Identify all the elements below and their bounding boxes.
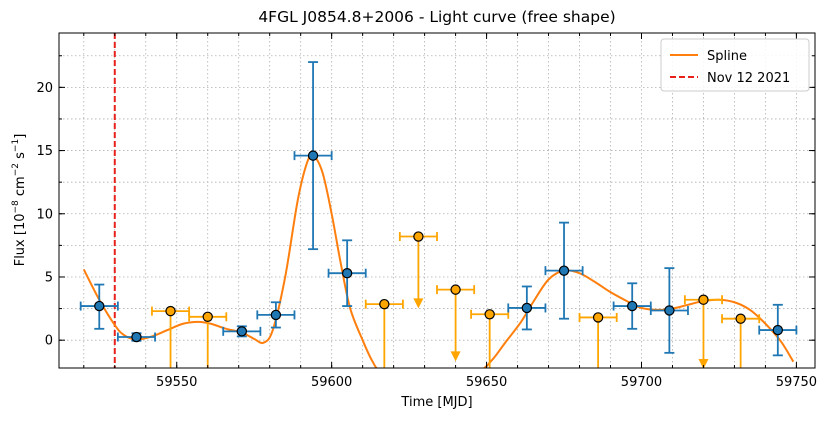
y-axis-title: Flux [10−8 cm−2 s−1] <box>11 134 28 267</box>
upper-limit-marker <box>698 294 709 305</box>
upper-limit-marker <box>592 312 604 323</box>
detection-point <box>612 282 652 330</box>
detection-marker <box>307 150 319 161</box>
y-axis-title-exp1: −8 <box>11 200 21 214</box>
y-axis-title-mid: cm <box>13 176 28 200</box>
detection-point <box>649 267 689 354</box>
detection-marker <box>270 309 282 321</box>
x-tick-label: 59750 <box>776 375 817 390</box>
detection-marker <box>94 300 105 312</box>
y-axis-title-mid2: s <box>13 152 28 163</box>
x-tick-label: 59700 <box>621 375 662 390</box>
detections-group <box>79 61 798 357</box>
upper-limit-marker <box>413 231 424 242</box>
upper-limit-point <box>578 312 618 368</box>
detection-marker <box>772 324 784 336</box>
upper-limit-marker <box>484 309 495 320</box>
detection-point <box>222 325 262 338</box>
y-tick-label: 5 <box>45 270 53 285</box>
upper-limit-marker <box>165 305 176 317</box>
plot-frame <box>58 32 816 369</box>
detection-point <box>758 303 798 357</box>
axis-ticks <box>59 33 815 368</box>
upper-limit-point <box>683 294 723 368</box>
y-axis-title-main: Flux [10 <box>13 214 28 267</box>
spline-line <box>82 154 795 368</box>
detection-marker <box>558 265 570 276</box>
y-tick-label: 0 <box>45 334 53 349</box>
upper-limit-point <box>398 231 438 309</box>
x-tick-label: 59600 <box>311 375 352 390</box>
x-tick-labels: 59550 59600 59650 59700 59750 <box>156 375 817 390</box>
detection-marker <box>664 305 675 316</box>
detection-point <box>544 221 584 320</box>
legend: Spline Nov 12 2021 <box>660 38 810 92</box>
detection-marker <box>521 302 533 314</box>
chart-title: 4FGL J0854.8+2006 - Light curve (free sh… <box>258 8 615 26</box>
y-axis-title-exp2: −2 <box>11 163 21 176</box>
detection-marker <box>236 326 248 337</box>
upper-limit-point <box>436 284 476 362</box>
detection-marker <box>131 331 142 343</box>
detection-marker <box>341 267 353 279</box>
detection-point <box>79 283 119 330</box>
upper-limit-point <box>721 313 761 368</box>
upper-limit-point <box>188 311 228 368</box>
upper-limit-arrowhead <box>450 351 461 362</box>
upper-limit-marker <box>202 311 213 323</box>
detection-point <box>327 239 367 307</box>
y-tick-label: 10 <box>36 207 53 222</box>
detection-point <box>293 61 333 251</box>
upper-limit-point <box>470 309 510 368</box>
y-tick-label: 15 <box>36 144 53 159</box>
x-axis-title: Time [MJD] <box>400 395 472 410</box>
spline-group <box>82 154 795 368</box>
upper-limit-marker <box>379 298 390 310</box>
upper-limit-marker <box>450 284 461 295</box>
legend-spline-label: Spline <box>707 49 747 64</box>
upper-limit-point <box>364 298 404 368</box>
y-tick-labels: 0 5 10 15 20 <box>36 81 53 349</box>
y-axis-title-exp3: −1 <box>11 139 21 152</box>
upper-limit-point <box>151 305 191 368</box>
detection-point <box>256 301 296 329</box>
detection-point <box>507 285 547 331</box>
upper-limit-marker <box>735 313 746 324</box>
upper-limit-arrowhead <box>698 359 709 368</box>
upper-limit-arrowhead <box>413 298 424 309</box>
y-tick-label: 20 <box>36 81 53 96</box>
x-tick-label: 59550 <box>156 375 197 390</box>
detection-marker <box>626 300 638 312</box>
legend-event-label: Nov 12 2021 <box>707 71 790 86</box>
x-tick-label: 59650 <box>466 375 507 390</box>
y-axis-title-end: ] <box>13 134 28 139</box>
upper-limits-group <box>151 231 761 368</box>
detection-point <box>116 331 156 343</box>
